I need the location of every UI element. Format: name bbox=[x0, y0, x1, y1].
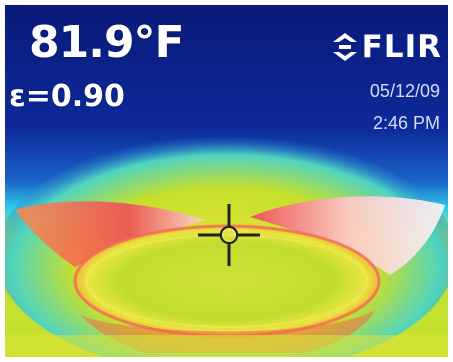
capture-date: 05/12/09 bbox=[369, 81, 440, 101]
flir-logo: FLIR bbox=[332, 29, 442, 65]
temperature-readout: 81.9°F bbox=[29, 17, 185, 68]
capture-time: 2:46 PM bbox=[372, 113, 440, 133]
thermal-image-frame: 81.9°F ε=0.90 FLIR 05/12/09 2:46 PM bbox=[5, 5, 448, 357]
flir-logo-text: FLIR bbox=[361, 29, 442, 65]
spot-meter-crosshair-icon bbox=[198, 204, 260, 266]
flir-diamond-logo-icon bbox=[332, 33, 357, 61]
thermal-image bbox=[5, 5, 448, 357]
emissivity-readout: ε=0.90 bbox=[9, 79, 125, 114]
